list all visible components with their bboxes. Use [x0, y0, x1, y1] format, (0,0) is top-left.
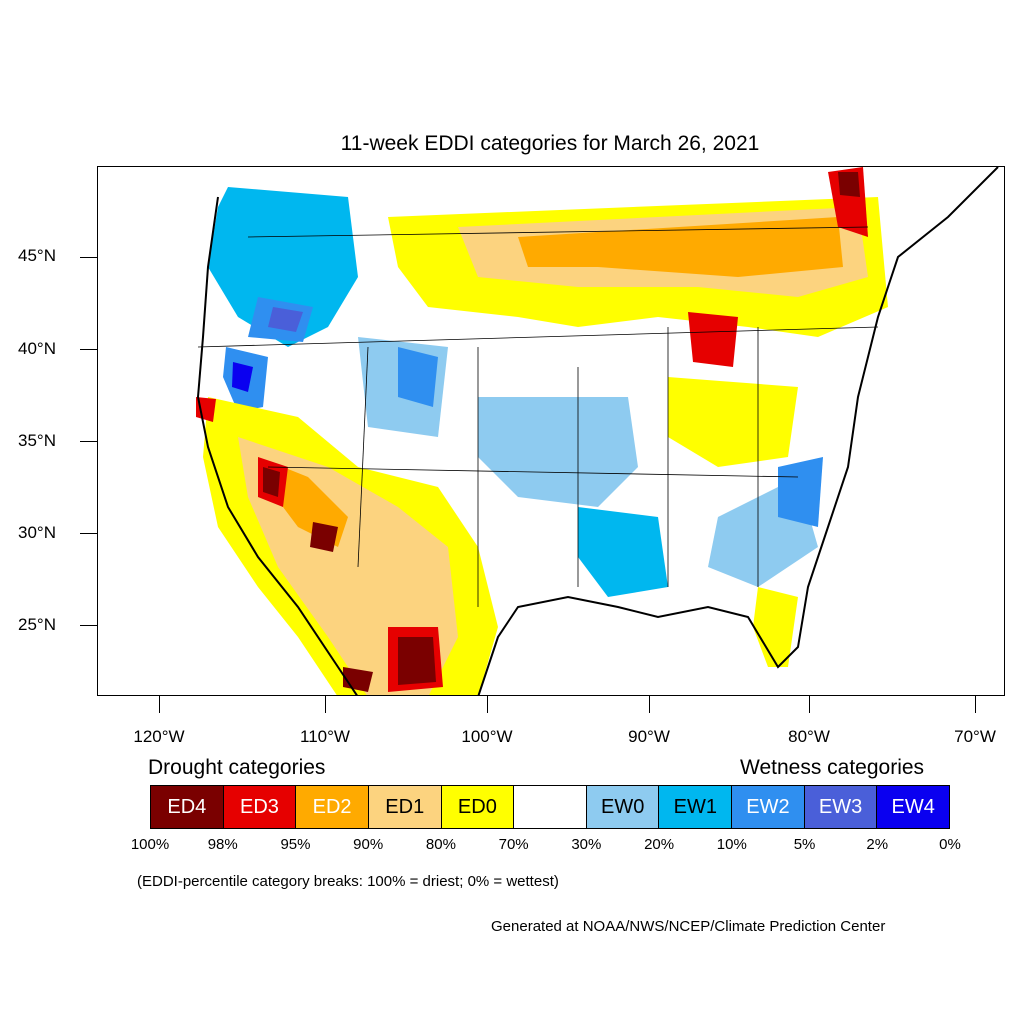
- lon-tick: [809, 696, 810, 713]
- lon-tick: [649, 696, 650, 713]
- lat-label-40: 40°N: [18, 339, 56, 358]
- lat-tick: [80, 625, 97, 626]
- legend-cell-ed4: ED4: [151, 786, 224, 828]
- lat-label-25: 25°N: [18, 615, 56, 634]
- legend-cell-ew1: EW1: [659, 786, 733, 828]
- legend-cell-ed2: ED2: [296, 786, 369, 828]
- state-boundaries: [197, 226, 879, 607]
- lat-label-35: 35°N: [18, 431, 56, 450]
- break-label: 0%: [939, 836, 961, 853]
- credit-line: Generated at NOAA/NWS/NCEP/Climate Predi…: [491, 918, 886, 935]
- ca-wet-core: [232, 362, 253, 392]
- lon-label-90: 90°W: [628, 727, 670, 746]
- nw-wet-region: [208, 187, 358, 347]
- lon-label-80: 80°W: [788, 727, 830, 746]
- ne-corner-ed4: [838, 172, 860, 197]
- mexico-ed4: [398, 637, 436, 685]
- legend-cell-ew4: EW4: [877, 786, 950, 828]
- nc-wet: [778, 457, 823, 527]
- break-label: 2%: [866, 836, 889, 853]
- lon-label-120: 120°W: [133, 727, 185, 746]
- nm-ed4: [310, 522, 338, 552]
- lat-label-45: 45°N: [18, 246, 56, 265]
- lon-label-100: 100°W: [461, 727, 513, 746]
- lat-tick: [80, 533, 97, 534]
- legend-cell-ed1: ED1: [368, 786, 442, 828]
- category-breaks-note: (EDDI-percentile category breaks: 100% =…: [137, 873, 559, 890]
- lat-tick: [80, 257, 97, 258]
- legend-cell-ew3: EW3: [804, 786, 878, 828]
- break-label: 100%: [130, 836, 170, 853]
- map-panel: [97, 166, 1005, 696]
- break-label: 70%: [498, 836, 529, 853]
- lat-tick: [80, 349, 97, 350]
- wy-wet: [398, 347, 438, 407]
- lon-label-70: 70°W: [954, 727, 996, 746]
- lat-tick: [80, 441, 97, 442]
- legend-cell-ed0: ED0: [441, 786, 515, 828]
- break-label: 20%: [644, 836, 675, 853]
- lon-label-110: 110°W: [300, 727, 350, 746]
- lon-tick: [975, 696, 976, 713]
- break-label: 90%: [353, 836, 384, 853]
- central-wet: [478, 397, 638, 507]
- break-label: 95%: [280, 836, 311, 853]
- break-label: 80%: [425, 836, 456, 853]
- north-dry-ed2: [518, 217, 843, 277]
- break-label: 5%: [793, 836, 816, 853]
- lower-miss-wet: [578, 507, 668, 597]
- break-label: 98%: [207, 836, 238, 853]
- break-label: 30%: [571, 836, 602, 853]
- nw-wet-strong: [268, 307, 303, 332]
- map-title: 11-week EDDI categories for March 26, 20…: [340, 132, 760, 155]
- lon-tick: [325, 696, 326, 713]
- lat-label-30: 30°N: [18, 523, 56, 542]
- legend-cell-ew0: EW0: [586, 786, 660, 828]
- great-lakes-ed3: [688, 312, 738, 367]
- az-ed4: [263, 467, 280, 497]
- eddi-map: [98, 167, 1004, 695]
- lon-tick: [159, 696, 160, 713]
- lon-tick: [487, 696, 488, 713]
- legend-cell-neutral: [514, 786, 587, 828]
- wetness-categories-title: Wetness categories: [740, 756, 925, 779]
- legend-cell-ed3: ED3: [223, 786, 297, 828]
- category-legend: ED4 ED3 ED2 ED1 ED0 EW0 EW1 EW2 EW3 EW4: [150, 785, 950, 829]
- florida-dry: [753, 587, 798, 667]
- coastline: [196, 167, 999, 695]
- drought-categories-title: Drought categories: [148, 756, 326, 779]
- legend-cell-ew2: EW2: [732, 786, 805, 828]
- ohio-valley-dry: [668, 377, 798, 467]
- break-label: 10%: [716, 836, 747, 853]
